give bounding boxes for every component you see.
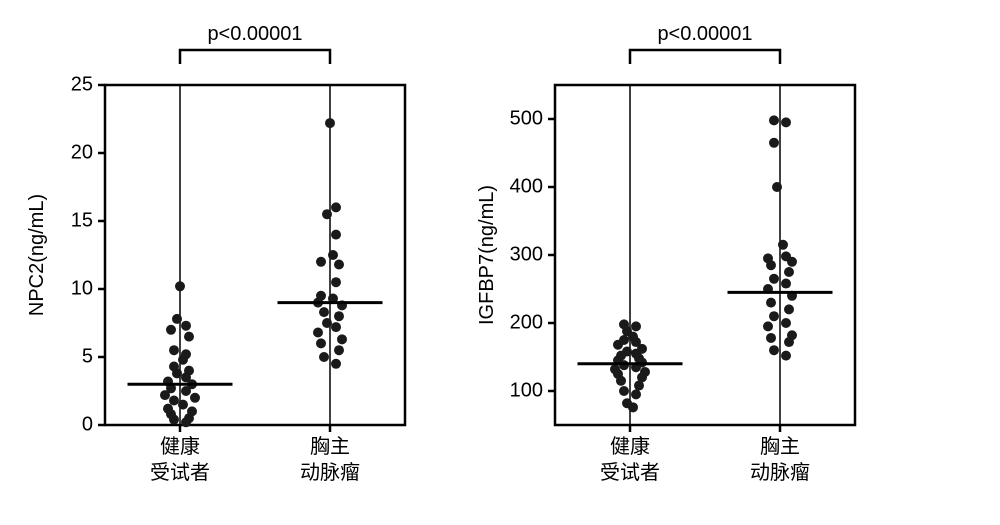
data-point bbox=[610, 364, 620, 374]
p-value-label: p<0.00001 bbox=[657, 23, 752, 45]
data-point bbox=[781, 117, 791, 127]
ytick-label: 300 bbox=[510, 243, 543, 265]
ytick-label: 400 bbox=[510, 175, 543, 197]
data-point bbox=[331, 230, 341, 240]
data-point bbox=[184, 366, 194, 376]
ytick-label: 25 bbox=[71, 73, 93, 95]
data-point bbox=[769, 311, 779, 321]
igfbp7-chart: 100 200 300 400 500 IGFBP7(ng/mL) 健康受试者 胸主动脉瘤 p<… bbox=[460, 20, 870, 505]
data-point bbox=[169, 396, 179, 406]
data-point bbox=[781, 251, 791, 261]
data-point bbox=[169, 345, 179, 355]
ytick-label: 5 bbox=[82, 345, 93, 367]
data-point bbox=[163, 404, 173, 414]
data-point bbox=[337, 334, 347, 344]
data-point bbox=[781, 279, 791, 289]
data-point bbox=[334, 311, 344, 321]
data-point bbox=[619, 335, 629, 345]
data-point bbox=[319, 352, 329, 362]
y-axis-label: IGFBP7(ng/mL) bbox=[476, 185, 498, 325]
data-point bbox=[334, 260, 344, 270]
data-point bbox=[763, 253, 773, 263]
data-point bbox=[172, 314, 182, 324]
data-point bbox=[322, 318, 332, 328]
data-point bbox=[184, 332, 194, 342]
data-point bbox=[781, 351, 791, 361]
category-label: 胸主 bbox=[760, 435, 800, 458]
data-point bbox=[631, 389, 641, 399]
category-label: 动脉瘤 bbox=[300, 461, 360, 484]
data-point bbox=[784, 267, 794, 277]
data-point bbox=[325, 118, 335, 128]
data-point bbox=[328, 250, 338, 260]
data-point bbox=[181, 321, 191, 331]
data-point bbox=[331, 322, 341, 332]
data-point bbox=[322, 209, 332, 219]
category-label: 受试者 bbox=[600, 461, 660, 484]
data-point bbox=[631, 321, 641, 331]
data-point bbox=[769, 138, 779, 148]
data-point bbox=[316, 291, 326, 301]
data-point bbox=[766, 298, 776, 308]
ytick-label: 15 bbox=[71, 209, 93, 231]
data-point bbox=[316, 257, 326, 267]
data-point bbox=[769, 274, 779, 284]
ytick-label: 100 bbox=[510, 379, 543, 401]
category-label: 动脉瘤 bbox=[750, 461, 810, 484]
ytick-label: 0 bbox=[82, 413, 93, 435]
data-point bbox=[316, 338, 326, 348]
p-value-label: p<0.00001 bbox=[207, 23, 302, 45]
data-point bbox=[787, 330, 797, 340]
category-label: 胸主 bbox=[310, 435, 350, 458]
npc2-chart: 0 5 10 15 20 25 NPC2(ng/mL) 健康受试者 胸主动脉瘤 p<0.00001 bbox=[20, 20, 420, 505]
data-point bbox=[334, 345, 344, 355]
data-point bbox=[766, 333, 776, 343]
data-point bbox=[769, 345, 779, 355]
data-point bbox=[313, 328, 323, 338]
category-label: 受试者 bbox=[150, 461, 210, 484]
category-label: 健康 bbox=[610, 435, 650, 458]
data-point bbox=[772, 182, 782, 192]
data-point bbox=[187, 406, 197, 416]
data-point bbox=[181, 349, 191, 359]
y-axis-label: NPC2(ng/mL) bbox=[26, 194, 48, 316]
data-point bbox=[619, 386, 629, 396]
data-point bbox=[784, 304, 794, 314]
ytick-label: 10 bbox=[71, 277, 93, 299]
data-point bbox=[763, 321, 773, 331]
data-point bbox=[169, 362, 179, 372]
data-point bbox=[622, 398, 632, 408]
data-point bbox=[319, 307, 329, 317]
data-point bbox=[640, 367, 650, 377]
data-point bbox=[778, 240, 788, 250]
data-point bbox=[175, 281, 185, 291]
data-point bbox=[190, 393, 200, 403]
category-label: 健康 bbox=[160, 435, 200, 458]
data-point bbox=[331, 277, 341, 287]
data-point bbox=[619, 319, 629, 329]
ytick-label: 20 bbox=[71, 141, 93, 163]
data-point bbox=[331, 202, 341, 212]
ytick-label: 500 bbox=[510, 107, 543, 129]
data-point bbox=[178, 400, 188, 410]
data-point bbox=[622, 347, 632, 357]
data-point bbox=[166, 325, 176, 335]
data-point bbox=[769, 115, 779, 125]
data-point bbox=[331, 359, 341, 369]
data-point bbox=[781, 318, 791, 328]
ytick-label: 200 bbox=[510, 311, 543, 333]
